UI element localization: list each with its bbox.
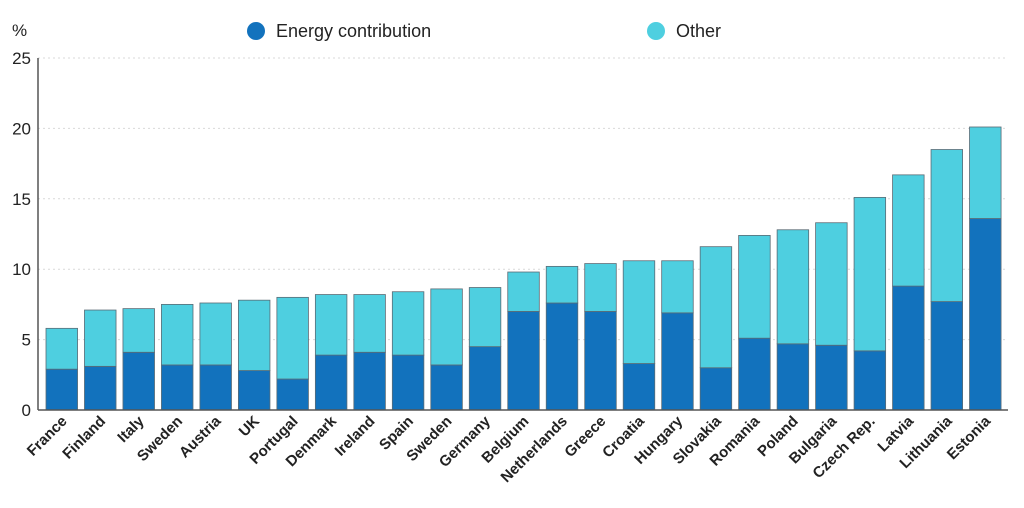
bar-energy-contribution — [276, 378, 309, 411]
bar-other — [776, 229, 810, 345]
bar-other — [622, 260, 656, 364]
bar-other — [199, 302, 232, 366]
x-tick-label: Austria — [176, 412, 225, 461]
bar-energy-contribution — [930, 301, 963, 411]
bar-other — [507, 271, 540, 312]
bar-energy-contribution — [507, 311, 540, 411]
bar-other — [545, 265, 579, 304]
y-tick-label: 20 — [12, 119, 31, 138]
bar-other — [853, 196, 887, 352]
legend-swatch-energy-contribution — [247, 22, 265, 40]
bars — [45, 126, 1002, 411]
bar-energy-contribution — [430, 364, 463, 411]
legend-item-other: Other — [647, 21, 721, 41]
legend-label-energy-contribution: Energy contribution — [276, 21, 431, 41]
bar-other — [353, 294, 386, 353]
bar-energy-contribution — [738, 337, 771, 411]
bar-energy-contribution — [353, 351, 386, 411]
bar-energy-contribution — [815, 344, 848, 411]
bar-other — [969, 126, 1002, 219]
bar-energy-contribution — [699, 367, 733, 411]
bar-other — [276, 296, 309, 380]
legend-label-other: Other — [676, 21, 721, 41]
y-axis-ticks: 0 5 10 15 20 25 — [12, 49, 31, 420]
bar-other — [661, 260, 694, 314]
bar-energy-contribution — [468, 346, 502, 411]
y-tick-label: 0 — [22, 401, 31, 420]
legend: Energy contribution Other — [247, 21, 721, 41]
bar-other — [161, 303, 194, 366]
bar-energy-contribution — [391, 354, 425, 411]
bar-other — [122, 308, 155, 353]
bar-energy-contribution — [45, 368, 78, 411]
bar-energy-contribution — [661, 312, 694, 411]
bar-other — [738, 235, 771, 339]
x-tick-label: Finland — [59, 413, 109, 463]
bar-other — [930, 149, 963, 302]
bar-other — [584, 263, 617, 312]
bar-other — [45, 327, 78, 370]
bar-energy-contribution — [776, 343, 810, 411]
x-tick-label: Italy — [114, 412, 148, 446]
bar-other — [237, 299, 271, 371]
y-tick-label: 5 — [22, 331, 31, 350]
bar-energy-contribution — [622, 363, 656, 411]
bar-energy-contribution — [199, 364, 232, 411]
bar-energy-contribution — [584, 311, 617, 411]
bar-other — [468, 287, 502, 348]
legend-item-energy-contribution: Energy contribution — [247, 21, 431, 41]
x-tick-label: UK — [236, 413, 263, 440]
y-axis-unit-label: % — [12, 21, 27, 40]
y-tick-label: 25 — [12, 49, 31, 68]
bar-energy-contribution — [314, 354, 348, 411]
bar-other — [699, 246, 733, 369]
x-tick-label: Ireland — [332, 413, 379, 460]
bar-other — [84, 309, 117, 367]
bar-other — [314, 294, 348, 356]
bar-other — [430, 288, 463, 366]
x-tick-label: Estonia — [944, 412, 995, 463]
legend-swatch-other — [647, 22, 665, 40]
bar-energy-contribution — [853, 350, 887, 411]
bar-other — [892, 174, 925, 287]
bar-energy-contribution — [84, 365, 117, 411]
bar-energy-contribution — [122, 351, 155, 411]
bar-energy-contribution — [237, 370, 271, 411]
y-tick-label: 10 — [12, 260, 31, 279]
bar-energy-contribution — [545, 302, 579, 411]
bar-other — [815, 222, 848, 346]
bar-energy-contribution — [969, 218, 1002, 411]
bar-other — [391, 291, 425, 356]
y-tick-label: 15 — [12, 190, 31, 209]
bar-energy-contribution — [161, 364, 194, 411]
bar-energy-contribution — [892, 285, 925, 411]
